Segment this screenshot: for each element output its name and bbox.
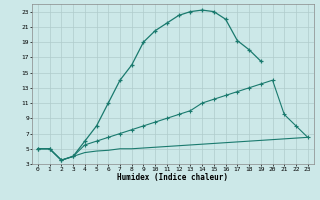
- X-axis label: Humidex (Indice chaleur): Humidex (Indice chaleur): [117, 173, 228, 182]
